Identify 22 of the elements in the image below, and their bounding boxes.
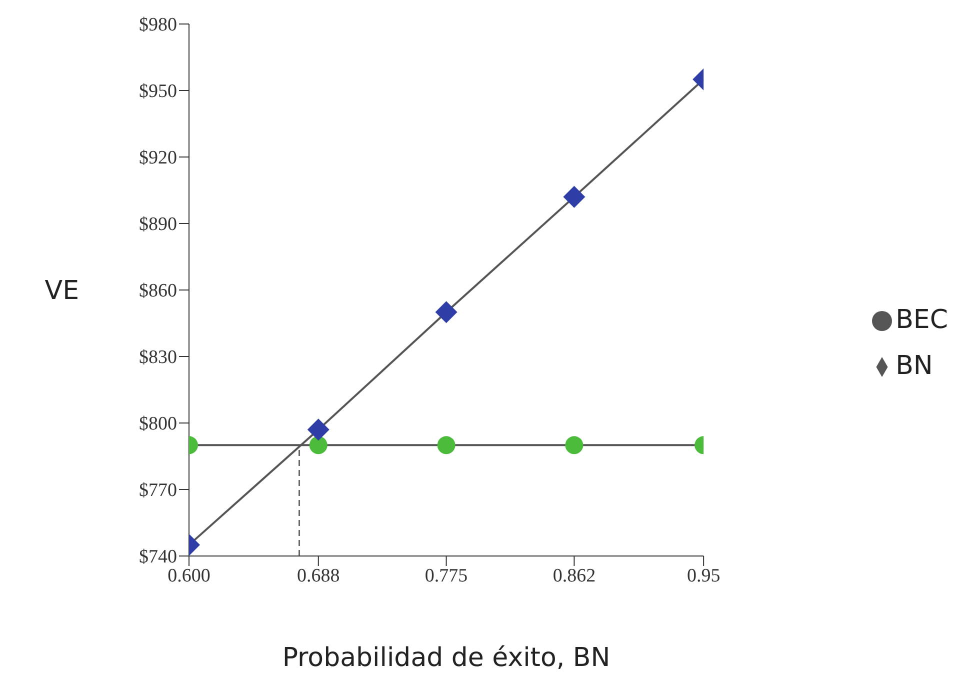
x-tick-label: 0.688: [297, 565, 340, 586]
legend-label: BEC: [896, 305, 948, 335]
x-tick-label: 0.600: [168, 565, 210, 586]
y-tick-label: $980: [139, 14, 177, 36]
y-tick-label: $950: [139, 81, 177, 102]
y-axis-title: VE: [44, 276, 79, 306]
point: [565, 436, 584, 454]
y-tick-label: $800: [139, 414, 177, 435]
y-tick-label: $770: [139, 480, 177, 502]
y-tick-label: $830: [139, 347, 177, 368]
y-tick-label: $890: [139, 214, 177, 236]
point: [435, 301, 458, 324]
x-tick-label: 0.775: [424, 565, 468, 586]
point: [437, 436, 456, 454]
x-tick-label: 0.862: [552, 565, 596, 586]
point: [563, 186, 586, 208]
y-tick-label: $860: [139, 280, 177, 302]
y-tick-label: $740: [139, 546, 177, 568]
x-tick-label: 0.95: [686, 565, 720, 586]
x-axis-title: Probabilidad de éxito, BN: [282, 643, 610, 673]
y-tick-label: $920: [139, 148, 177, 169]
legend-label: BN: [896, 351, 933, 381]
